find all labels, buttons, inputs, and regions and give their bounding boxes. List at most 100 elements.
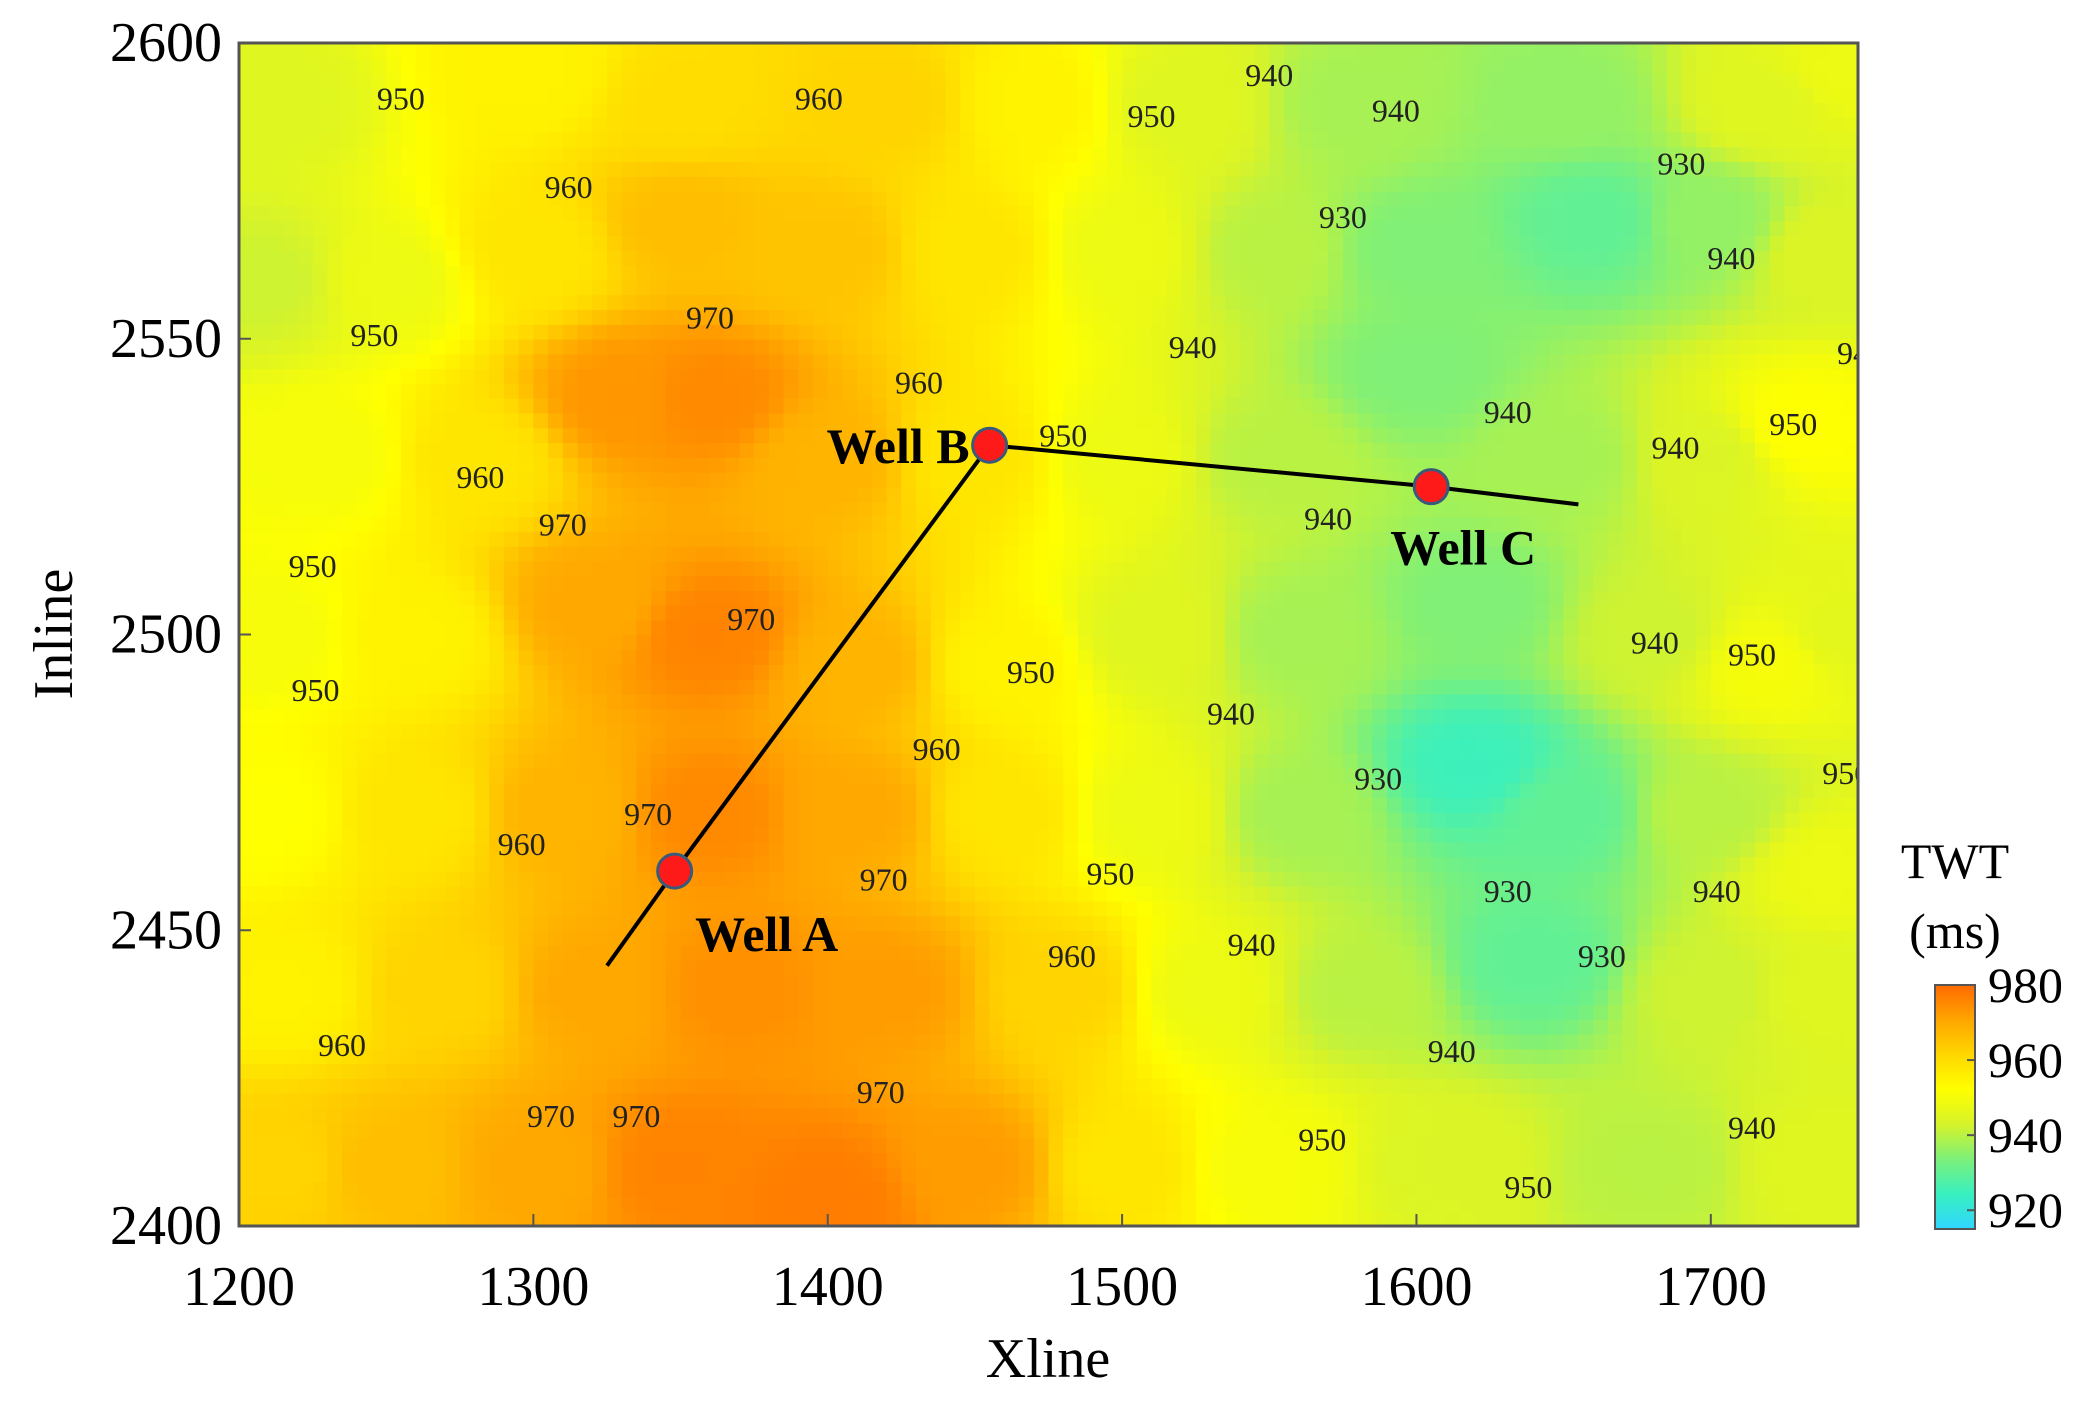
heatmap-cell: [1181, 871, 1197, 887]
heatmap-cell: [1210, 723, 1226, 739]
heatmap-cell: [1195, 856, 1212, 872]
heatmap-cell: [754, 1107, 770, 1124]
heatmap-cell: [813, 1019, 829, 1035]
heatmap-cell: [916, 1033, 932, 1050]
heatmap-cell: [1696, 1092, 1712, 1109]
heatmap-cell: [342, 1033, 358, 1050]
heatmap-cell: [1298, 900, 1315, 917]
heatmap-cell: [1828, 1181, 1845, 1198]
heatmap-cell: [548, 738, 564, 754]
heatmap-cell: [312, 1078, 329, 1094]
heatmap-cell: [916, 989, 932, 1005]
heatmap-cell: [1269, 619, 1285, 636]
heatmap-cell: [239, 930, 255, 946]
heatmap-cell: [1548, 1033, 1565, 1050]
heatmap-cell: [503, 974, 520, 991]
heatmap-cell: [518, 693, 535, 710]
heatmap-cell: [798, 1196, 814, 1212]
heatmap-cell: [1401, 1063, 1418, 1079]
heatmap-cell: [1372, 782, 1388, 798]
heatmap-cell: [1813, 604, 1830, 621]
heatmap-cell: [1651, 945, 1668, 961]
heatmap-cell: [960, 974, 976, 991]
heatmap-cell: [724, 885, 741, 902]
heatmap-cell: [1740, 900, 1756, 917]
heatmap-cell: [400, 1063, 417, 1079]
heatmap-cell: [1666, 678, 1683, 695]
heatmap-cell: [1092, 1063, 1109, 1079]
heatmap-cell: [312, 649, 329, 665]
heatmap-cell: [739, 782, 755, 798]
heatmap-cell: [739, 649, 755, 665]
heatmap-cell: [1740, 767, 1756, 784]
heatmap-cell: [371, 545, 387, 562]
heatmap-cell: [297, 856, 314, 872]
heatmap-cell: [1284, 590, 1300, 606]
heatmap-cell: [577, 959, 593, 976]
heatmap-cell: [1342, 1181, 1359, 1198]
heatmap-cell: [1342, 1122, 1359, 1139]
heatmap-cell: [724, 945, 741, 961]
heatmap-cell: [930, 560, 947, 577]
heatmap-cell: [1593, 989, 1609, 1005]
heatmap-cell: [1548, 1166, 1565, 1183]
heatmap-cell: [268, 1152, 284, 1168]
heatmap-cell: [1239, 782, 1256, 798]
heatmap-cell: [1460, 575, 1477, 591]
heatmap-cell: [916, 1137, 932, 1153]
heatmap-cell: [1092, 664, 1109, 680]
heatmap-cell: [680, 900, 696, 917]
heatmap-cell: [1151, 590, 1167, 606]
heatmap-cell: [1107, 900, 1123, 917]
heatmap-cell: [1357, 678, 1374, 695]
heatmap-cell: [489, 797, 505, 813]
heatmap-cell: [400, 885, 417, 902]
heatmap-cell: [1519, 1137, 1535, 1153]
heatmap-cell: [710, 871, 726, 887]
heatmap-cell: [710, 723, 726, 739]
heatmap-cell: [827, 856, 844, 872]
heatmap-cell: [1313, 1033, 1329, 1050]
heatmap-cell: [577, 1107, 593, 1124]
heatmap-cell: [621, 619, 638, 636]
heatmap-cell: [1637, 619, 1653, 636]
heatmap-cell: [1431, 915, 1447, 932]
heatmap-cell: [695, 1181, 711, 1198]
heatmap-cell: [945, 664, 961, 680]
heatmap-cell: [1313, 989, 1329, 1005]
heatmap-cell: [1593, 841, 1609, 858]
heatmap-cell: [607, 1063, 623, 1079]
heatmap-cell: [1181, 841, 1197, 858]
heatmap-cell: [916, 826, 932, 843]
heatmap-cell: [1548, 767, 1565, 784]
heatmap-cell: [680, 1122, 696, 1139]
heatmap-cell: [842, 1137, 858, 1153]
heatmap-cell: [1048, 915, 1064, 932]
heatmap-cell: [1784, 1166, 1800, 1183]
heatmap-cell: [1401, 649, 1418, 665]
heatmap-cell: [1651, 767, 1668, 784]
heatmap-cell: [842, 1152, 858, 1168]
heatmap-cell: [1843, 1181, 1858, 1198]
heatmap-cell: [1490, 738, 1506, 754]
heatmap-cell: [415, 575, 432, 591]
heatmap-cell: [1195, 678, 1212, 695]
heatmap-cell: [783, 545, 800, 562]
heatmap-cell: [533, 1092, 549, 1109]
heatmap-cell: [1328, 604, 1344, 621]
heatmap-cell: [1504, 752, 1521, 769]
heatmap-cell: [1328, 693, 1344, 710]
heatmap-cell: [1740, 575, 1756, 591]
heatmap-cell: [1313, 1063, 1329, 1079]
heatmap-cell: [989, 634, 1006, 651]
heatmap-cell: [1269, 871, 1285, 887]
heatmap-cell: [1710, 856, 1727, 872]
heatmap-cell: [1342, 708, 1359, 724]
heatmap-cell: [1607, 575, 1624, 591]
heatmap-cell: [1563, 708, 1580, 724]
heatmap-cell: [1784, 1152, 1800, 1168]
heatmap-cell: [710, 1137, 726, 1153]
heatmap-cell: [710, 678, 726, 695]
heatmap-cell: [1239, 1122, 1256, 1139]
heatmap-cell: [1166, 885, 1182, 902]
